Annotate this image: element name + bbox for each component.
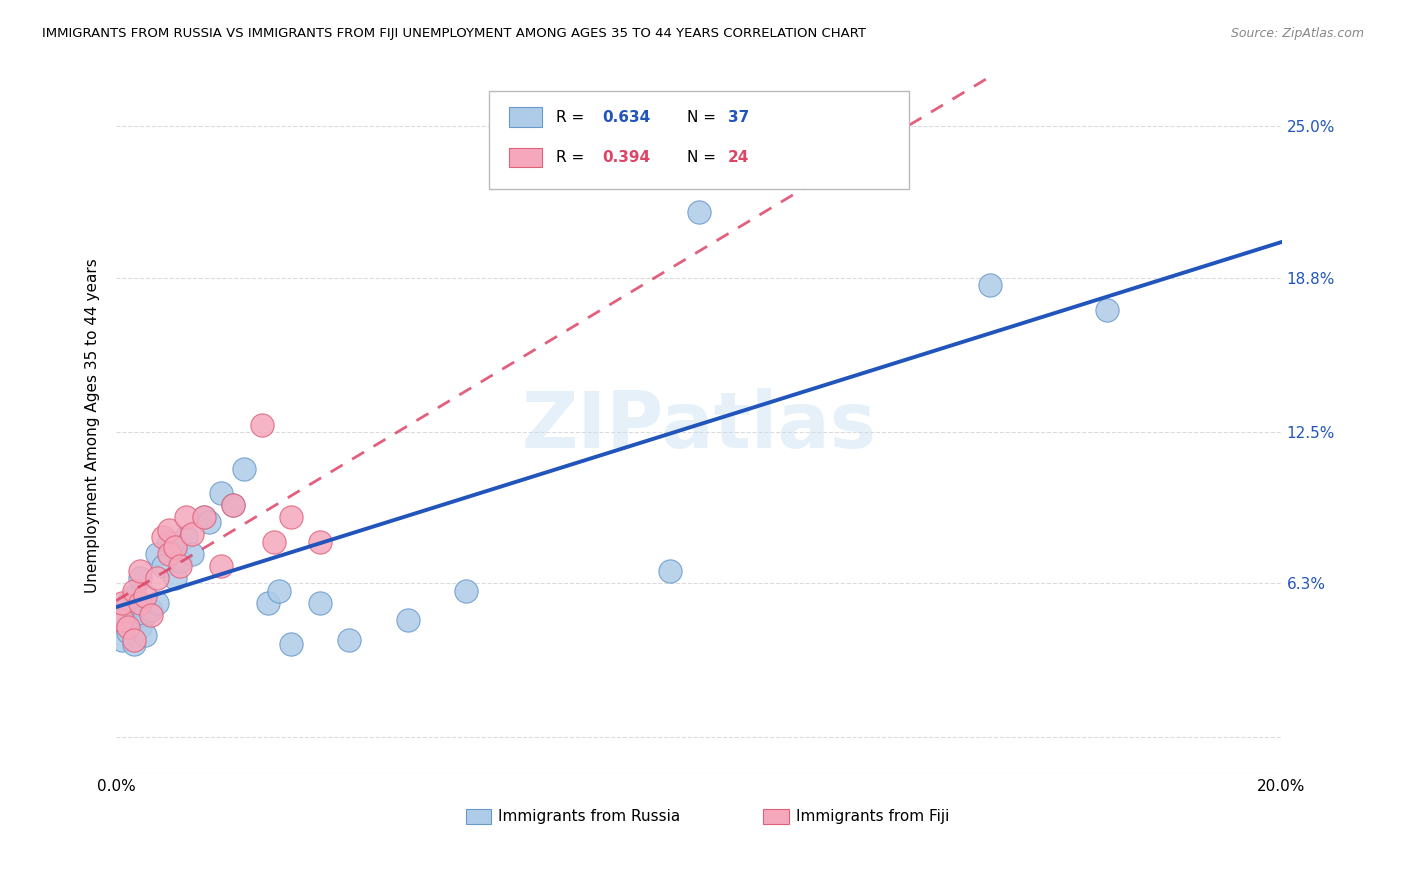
Point <box>250 417 273 432</box>
Point <box>128 564 150 578</box>
Point <box>256 596 278 610</box>
Point <box>122 638 145 652</box>
Point <box>122 613 145 627</box>
Point <box>337 632 360 647</box>
Point <box>233 461 256 475</box>
Point <box>141 603 163 617</box>
Point <box>280 638 302 652</box>
Text: 24: 24 <box>728 150 749 165</box>
Point <box>134 608 156 623</box>
Point <box>280 510 302 524</box>
Point <box>117 625 139 640</box>
Point <box>163 572 186 586</box>
Point <box>309 596 332 610</box>
Point <box>111 608 134 623</box>
Point <box>163 540 186 554</box>
FancyBboxPatch shape <box>763 809 789 824</box>
Point <box>134 628 156 642</box>
Text: 0.634: 0.634 <box>602 110 651 125</box>
Point <box>193 510 215 524</box>
Point <box>117 620 139 634</box>
Point <box>146 547 169 561</box>
Point <box>209 559 232 574</box>
Point <box>222 498 245 512</box>
Text: ZIPatlas: ZIPatlas <box>522 388 876 464</box>
Point <box>122 589 145 603</box>
Text: 37: 37 <box>728 110 749 125</box>
Point <box>269 583 291 598</box>
Point <box>128 596 150 610</box>
Point <box>117 596 139 610</box>
Point <box>396 613 419 627</box>
Point <box>128 572 150 586</box>
Text: N =: N = <box>688 110 721 125</box>
Point <box>222 498 245 512</box>
Point <box>128 620 150 634</box>
Point <box>152 530 174 544</box>
Point <box>174 530 197 544</box>
Point <box>146 596 169 610</box>
Point <box>157 547 180 561</box>
Y-axis label: Unemployment Among Ages 35 to 44 years: Unemployment Among Ages 35 to 44 years <box>86 259 100 593</box>
Text: 0.394: 0.394 <box>602 150 651 165</box>
Point <box>134 589 156 603</box>
Point <box>209 486 232 500</box>
FancyBboxPatch shape <box>509 148 541 168</box>
Point <box>454 583 477 598</box>
Point <box>979 278 1001 293</box>
Point <box>169 559 191 574</box>
Text: N =: N = <box>688 150 721 165</box>
Point <box>688 205 710 219</box>
Point <box>658 564 681 578</box>
Point <box>111 613 134 627</box>
Point <box>146 572 169 586</box>
Point <box>1095 302 1118 317</box>
Point <box>152 559 174 574</box>
Text: R =: R = <box>555 150 589 165</box>
Point <box>122 583 145 598</box>
Point <box>141 608 163 623</box>
Point <box>193 510 215 524</box>
Point <box>157 534 180 549</box>
Point <box>198 516 221 530</box>
Text: IMMIGRANTS FROM RUSSIA VS IMMIGRANTS FROM FIJI UNEMPLOYMENT AMONG AGES 35 TO 44 : IMMIGRANTS FROM RUSSIA VS IMMIGRANTS FRO… <box>42 27 866 40</box>
Point <box>163 540 186 554</box>
Point <box>174 510 197 524</box>
Point <box>111 596 134 610</box>
Point <box>181 547 204 561</box>
Text: Immigrants from Fiji: Immigrants from Fiji <box>796 809 949 824</box>
Point <box>122 632 145 647</box>
FancyBboxPatch shape <box>465 809 492 824</box>
FancyBboxPatch shape <box>509 107 541 127</box>
Text: R =: R = <box>555 110 589 125</box>
Text: Source: ZipAtlas.com: Source: ZipAtlas.com <box>1230 27 1364 40</box>
Text: Immigrants from Russia: Immigrants from Russia <box>499 809 681 824</box>
Point <box>309 534 332 549</box>
Point <box>111 632 134 647</box>
Point <box>263 534 285 549</box>
FancyBboxPatch shape <box>489 91 908 189</box>
Point <box>169 554 191 568</box>
Point <box>181 527 204 541</box>
Point <box>157 523 180 537</box>
